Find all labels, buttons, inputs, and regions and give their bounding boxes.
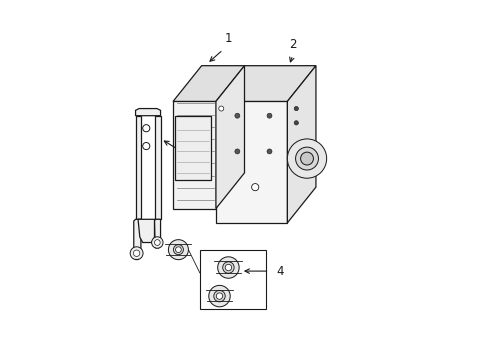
Circle shape: [208, 285, 230, 307]
Polygon shape: [287, 66, 315, 223]
Circle shape: [133, 250, 140, 256]
Circle shape: [218, 106, 224, 111]
Circle shape: [217, 257, 239, 278]
Circle shape: [173, 245, 183, 255]
Circle shape: [294, 107, 298, 111]
Polygon shape: [135, 116, 141, 219]
Circle shape: [294, 121, 298, 125]
Polygon shape: [134, 219, 141, 258]
Circle shape: [300, 152, 313, 165]
Circle shape: [168, 240, 188, 260]
Polygon shape: [173, 102, 216, 208]
Bar: [175, 116, 210, 180]
Text: 4: 4: [276, 265, 284, 278]
Circle shape: [251, 184, 258, 191]
Circle shape: [154, 240, 160, 246]
Circle shape: [216, 293, 222, 299]
Circle shape: [266, 113, 271, 118]
Circle shape: [266, 149, 271, 154]
Circle shape: [295, 147, 318, 170]
Circle shape: [234, 149, 240, 154]
Polygon shape: [216, 102, 287, 223]
Polygon shape: [154, 219, 160, 248]
Polygon shape: [216, 66, 315, 102]
Circle shape: [222, 262, 234, 273]
Polygon shape: [138, 219, 154, 243]
Circle shape: [287, 139, 326, 178]
Polygon shape: [173, 66, 244, 102]
Text: 1: 1: [224, 32, 232, 45]
Circle shape: [225, 264, 231, 271]
Text: 2: 2: [288, 38, 296, 51]
Circle shape: [234, 113, 240, 118]
Circle shape: [142, 125, 149, 132]
Polygon shape: [216, 66, 244, 208]
Text: 3: 3: [185, 143, 192, 156]
Polygon shape: [155, 116, 160, 219]
Circle shape: [213, 291, 225, 302]
Circle shape: [130, 247, 143, 260]
Circle shape: [142, 143, 149, 150]
Circle shape: [151, 237, 163, 248]
Polygon shape: [135, 109, 160, 116]
Bar: [200, 249, 265, 309]
Circle shape: [175, 247, 181, 252]
